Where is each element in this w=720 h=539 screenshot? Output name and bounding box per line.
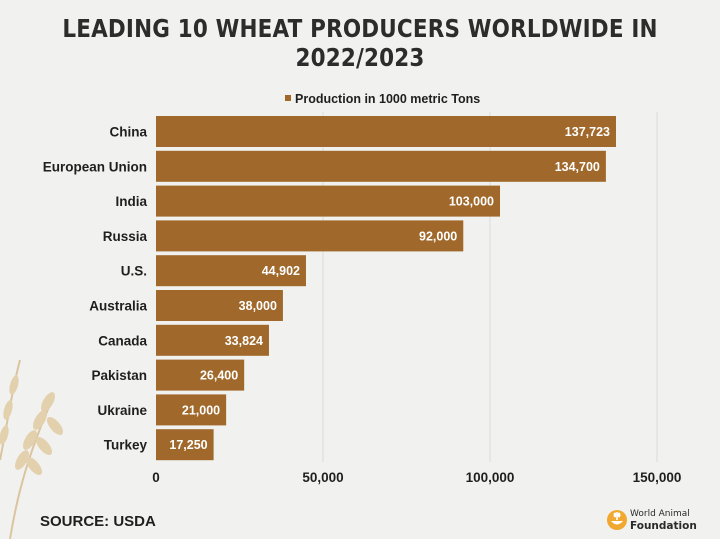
value-label: 17,250 (169, 438, 207, 452)
legend-swatch (285, 95, 291, 101)
x-tick-label: 100,000 (466, 470, 515, 485)
bar (156, 150, 606, 182)
value-label: 137,723 (565, 125, 610, 139)
value-label: 38,000 (239, 299, 277, 313)
value-label: 26,400 (200, 369, 238, 383)
category-label: Pakistan (91, 368, 147, 383)
logo-line-2: Foundation (630, 520, 697, 532)
category-label: Turkey (104, 438, 148, 453)
x-tick-label: 0 (152, 470, 160, 485)
x-axis-ticks: 0 50,000 100,000 150,000 (152, 470, 681, 485)
logo-line-1: World Animal (630, 509, 690, 519)
value-label: 44,902 (262, 264, 300, 278)
value-label: 92,000 (419, 229, 457, 243)
value-label: 33,824 (225, 334, 263, 348)
x-tick-label: 50,000 (302, 470, 343, 485)
bar (156, 359, 245, 391)
value-label: 103,000 (449, 195, 494, 209)
bar (156, 429, 214, 461)
bar (156, 220, 464, 252)
bar (156, 255, 306, 287)
source-note: SOURCE: USDA (40, 513, 156, 530)
world-animal-foundation-logo: World Animal Foundation (606, 506, 718, 536)
value-label: 134,700 (555, 160, 600, 174)
legend: Production in 1000 metric Tons (285, 92, 480, 106)
bar (156, 185, 501, 217)
category-label: Ukraine (97, 403, 147, 418)
category-label: China (109, 125, 147, 140)
labels: China 137,723 European Union 134,700 India 10… (43, 125, 610, 453)
bar (156, 394, 227, 426)
x-tick-label: 150,000 (633, 470, 682, 485)
bar (156, 116, 616, 147)
category-label: Russia (103, 229, 148, 244)
category-label: U.S. (121, 264, 147, 279)
bar (156, 290, 283, 321)
bar (156, 324, 269, 356)
value-label: 21,000 (182, 403, 220, 417)
category-label: India (115, 194, 147, 209)
category-label: Australia (89, 299, 147, 314)
wheat-bowl-logo-icon (607, 510, 627, 530)
bars (156, 116, 616, 461)
legend-label: Production in 1000 metric Tons (295, 92, 480, 106)
bar-chart: Production in 1000 metric Tons China 137,… (43, 92, 682, 485)
category-label: European Union (43, 159, 147, 174)
category-label: Canada (98, 333, 147, 348)
wheat-decoration-icon (0, 359, 64, 539)
chart-title: LEADING 10 WHEAT PRODUCERS WORLDWIDE IN … (62, 14, 658, 72)
